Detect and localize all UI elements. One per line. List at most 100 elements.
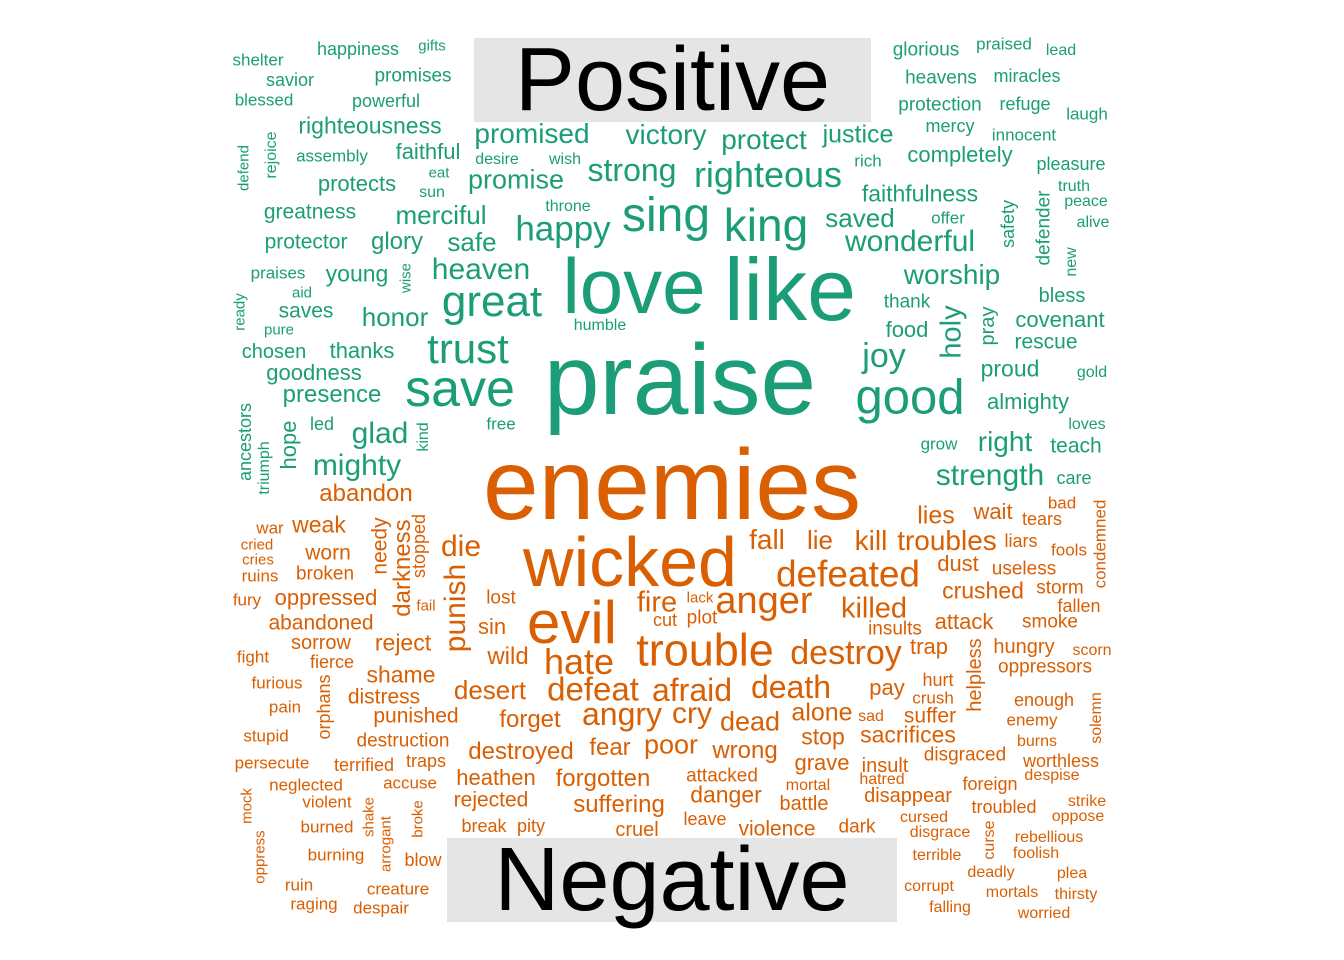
word-traps: traps <box>405 751 447 771</box>
word-protect: protect <box>721 124 807 155</box>
word-laugh: laugh <box>1066 104 1108 124</box>
word-dust: dust <box>937 551 979 576</box>
word-strength: strength <box>935 459 1045 492</box>
word-praises: praises <box>250 263 306 283</box>
word-lack: lack <box>686 589 714 607</box>
word-punish: punish <box>439 563 472 653</box>
word-led: led <box>309 414 335 434</box>
word-plot: plot <box>686 607 718 629</box>
word-destruction: destruction <box>356 730 450 752</box>
word-powerful: powerful <box>351 91 421 111</box>
word-terrible: terrible <box>912 847 962 864</box>
word-insults: insults <box>868 618 922 640</box>
word-peace: peace <box>1064 193 1108 210</box>
word-innocent: innocent <box>991 125 1057 145</box>
word-attacked: attacked <box>686 765 758 787</box>
word-holy: holy <box>935 305 968 359</box>
word-smoke: smoke <box>1022 611 1078 633</box>
word-thank: thank <box>883 291 931 313</box>
word-crush: crush <box>912 688 954 708</box>
word-pay: pay <box>869 675 905 700</box>
word-despise: despise <box>1024 767 1080 784</box>
word-mighty: mighty <box>312 449 402 482</box>
negative-group-label: Negative <box>447 835 897 925</box>
word-strong: strong <box>587 152 677 188</box>
word-oppose: oppose <box>1051 808 1105 825</box>
word-safe: safe <box>447 227 497 257</box>
word-lies: lies <box>917 501 955 530</box>
word-stupid: stupid <box>243 726 289 746</box>
word-mercy: mercy <box>925 116 975 136</box>
word-crushed: crushed <box>942 577 1024 604</box>
word-tears: tears <box>1021 509 1063 529</box>
word-rescue: rescue <box>1014 330 1078 354</box>
word-ready: ready <box>231 293 249 331</box>
word-kind: kind <box>415 422 432 452</box>
word-mortal: mortal <box>785 777 831 794</box>
word-free: free <box>486 414 516 434</box>
word-proud: proud <box>980 355 1040 382</box>
word-stop: stop <box>801 723 845 750</box>
word-refuge: refuge <box>999 94 1051 114</box>
word-presence: presence <box>282 381 382 408</box>
word-troubled: troubled <box>971 797 1037 817</box>
word-war: war <box>256 518 284 538</box>
word-die: die <box>440 530 482 563</box>
word-grave: grave <box>794 750 850 775</box>
word-cruel: cruel <box>615 819 659 841</box>
word-insult: insult <box>861 755 909 777</box>
word-mock: mock <box>238 788 256 824</box>
word-enemy: enemy <box>1006 710 1058 730</box>
word-worn: worn <box>305 541 351 565</box>
word-alone: alone <box>791 698 853 727</box>
word-orphans: orphans <box>314 674 334 740</box>
word-burning: burning <box>307 845 365 865</box>
word-trust: trust <box>427 325 509 372</box>
word-battle: battle <box>779 793 829 815</box>
word-rejoice: rejoice <box>263 131 280 179</box>
word-love: love <box>562 242 706 330</box>
word-disgraced: disgraced <box>923 744 1007 766</box>
word-punished: punished <box>373 704 459 728</box>
word-goodness: goodness <box>266 360 362 385</box>
word-enough: enough <box>1013 690 1075 710</box>
word-anger: anger <box>715 580 813 622</box>
word-burns: burns <box>1016 733 1058 750</box>
word-heathen: heathen <box>456 765 536 790</box>
word-pray: pray <box>977 306 999 346</box>
word-mortals: mortals <box>985 884 1039 901</box>
word-sorrow: sorrow <box>290 632 352 654</box>
word-righteous: righteous <box>693 154 843 195</box>
word-stopped: stopped <box>409 513 429 579</box>
word-truth: truth <box>1057 178 1091 195</box>
word-completely: completely <box>907 142 1013 167</box>
word-destroyed: destroyed <box>468 738 574 765</box>
word-solemn: solemn <box>1088 692 1105 744</box>
word-almighty: almighty <box>987 389 1069 414</box>
word-afraid: afraid <box>651 672 733 708</box>
word-miracles: miracles <box>993 66 1061 86</box>
word-cut: cut <box>652 610 678 630</box>
word-promise: promise <box>467 164 565 195</box>
word-teach: teach <box>1050 434 1102 458</box>
word-dark: dark <box>838 816 876 838</box>
word-liars: liars <box>1004 531 1038 551</box>
word-happy: happy <box>515 209 611 249</box>
word-pity: pity <box>516 816 546 836</box>
word-desire: desire <box>475 151 519 168</box>
word-enemies: enemies <box>483 429 861 541</box>
word-great: great <box>441 277 543 326</box>
word-fight: fight <box>236 647 270 667</box>
word-gifts: gifts <box>418 37 446 55</box>
word-pleasure: pleasure <box>1036 154 1106 174</box>
word-wonderful: wonderful <box>844 225 976 258</box>
word-storm: storm <box>1036 577 1084 599</box>
word-new: new <box>1063 247 1080 277</box>
word-heaven: heaven <box>431 253 531 286</box>
word-poor: poor <box>643 729 699 760</box>
word-faithfulness: faithfulness <box>861 180 979 207</box>
word-rejected: rejected <box>453 788 529 812</box>
word-hungry: hungry <box>993 636 1055 658</box>
word-falling: falling <box>929 899 971 916</box>
